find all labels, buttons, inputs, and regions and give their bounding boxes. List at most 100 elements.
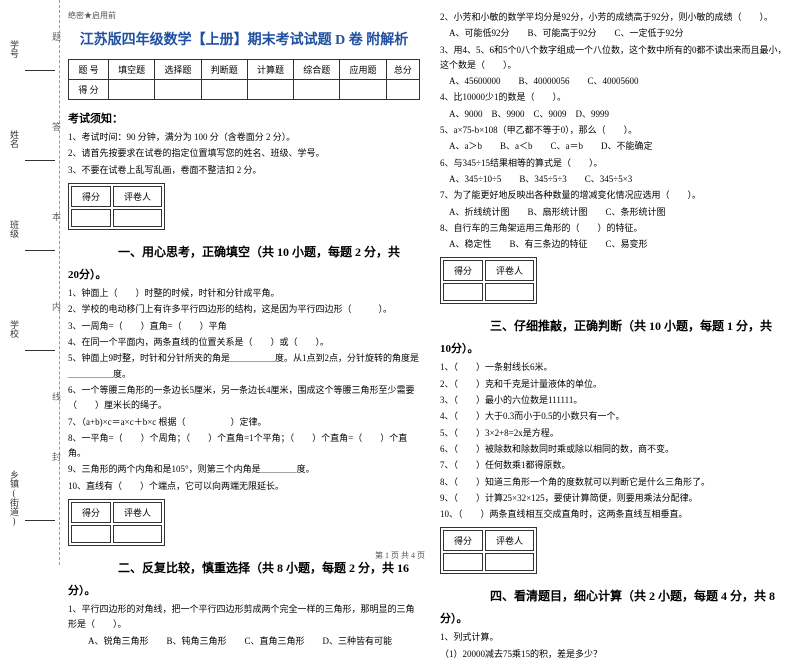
label-name: 姓名 — [8, 130, 21, 148]
q1-2: 2、学校的电动移门上有许多平行四边形的结构，这是因为平行四边形（ ）。 — [68, 302, 420, 317]
notice-2: 2、请首先按要求在试卷的指定位置填写您的姓名、班级、学号。 — [68, 146, 420, 160]
q1-3: 3、一周角=（ ）直角=（ ）平角 — [68, 319, 420, 334]
section-1-title: 一、用心思考，正确填空（共 10 小题，每题 2 分，共 — [68, 243, 420, 260]
q1-6: 6、一个等腰三角形的一条边长5厘米，另一条边长4厘米，围成这个等腰三角形至少需要… — [68, 383, 420, 414]
left-column: 绝密★启用前 江苏版四年级数学【上册】期末考试试题 D 卷 附解析 题 号 填空… — [68, 10, 420, 555]
td-s5[interactable] — [294, 80, 340, 100]
q1-7: 7、（a+b)×c＝a×c＋b×c 根据（ ）定律。 — [68, 415, 420, 430]
r-9: A、345÷10÷5 B、345÷5÷3 C、345÷5×3 — [440, 172, 792, 187]
q1-5: 5、钟面上9时整，时针和分针所夹的角是＿＿＿＿＿度。从1点到2点，分针旋转的角度… — [68, 351, 420, 382]
notice-title: 考试须知： — [68, 110, 420, 126]
sb3-score: 得分 — [443, 260, 483, 281]
line-school — [25, 350, 55, 351]
r-13: A、稳定性 B、有三条边的特征 C、易变形 — [440, 237, 792, 252]
sb2-sv[interactable] — [71, 525, 111, 543]
right-column: 2、小芳和小敏的数学平均分是92分，小芳的成绩高于92分，则小敏的成绩（ ）。 … — [440, 10, 792, 555]
section-3-points: 10分）。 — [440, 340, 792, 356]
r-3: A、45600000 B、40000056 C、40005600 — [440, 74, 792, 89]
q4-1-1: （1）20000减去75乘15的积，差是多少？ — [440, 647, 792, 662]
r-4: 4、比10000少1的数是（ ）。 — [440, 90, 792, 105]
q1-4: 4、在同一个平面内，两条直线的位置关系是（ ）或（ ）。 — [68, 335, 420, 350]
section-3-title: 三、仔细推敲，正确判断（共 10 小题，每题 1 分，共 — [440, 317, 792, 334]
line-town — [25, 520, 55, 521]
r-11: A、折线统计图 B、扇形统计图 C、条形统计图 — [440, 205, 792, 220]
secrecy-tag: 绝密★启用前 — [68, 10, 420, 21]
label-town: 乡镇(街道) — [8, 470, 21, 526]
q3-1: 1、（ ）一条射线长6米。 — [440, 360, 792, 375]
section-4-title: 四、看清题目，细心计算（共 2 小题，每题 4 分，共 8 — [440, 587, 792, 604]
sep-1: 答 — [52, 120, 61, 133]
page-footer: 第 1 页 共 4 页 — [0, 550, 800, 561]
td-s6[interactable] — [340, 80, 386, 100]
sb1-gv[interactable] — [113, 209, 162, 227]
th-choice: 选择题 — [155, 60, 201, 80]
sb3-grader: 评卷人 — [485, 260, 534, 281]
sep-5: 封 — [52, 450, 61, 463]
r-7: A、a＞b B、a＜b C、a＝b D、不能确定 — [440, 139, 792, 154]
sb2-gv[interactable] — [113, 525, 162, 543]
content-area: 绝密★启用前 江苏版四年级数学【上册】期末考试试题 D 卷 附解析 题 号 填空… — [60, 0, 800, 565]
q3-6: 6、（ ）被除数和除数同时乘或除以相同的数，商不变。 — [440, 442, 792, 457]
td-score-label: 得 分 — [69, 80, 109, 100]
th-calc: 计算题 — [247, 60, 293, 80]
sep-3: 内 — [52, 300, 61, 313]
q3-10: 10、（ ）两条直线相互交成直角时，这两条直线互相垂直。 — [440, 507, 792, 522]
r-8: 6、与345÷15结果相等的算式是（ ）。 — [440, 156, 792, 171]
notice-3: 3、不要在试卷上乱写乱画，卷面不整洁扣 2 分。 — [68, 163, 420, 177]
line-student-id — [25, 70, 55, 71]
label-student-id: 学号 — [8, 40, 21, 58]
td-s3[interactable] — [201, 80, 247, 100]
q1-8: 8、一平角=（ ）个周角；（ ）个直角=1个平角；（ ）个直角=（ ）个直角。 — [68, 431, 420, 462]
sb2-score: 得分 — [71, 502, 111, 523]
r-10: 7、为了能更好地反映出各种数量的增减变化情况应选用（ ）。 — [440, 188, 792, 203]
line-class — [25, 250, 55, 251]
score-box-2: 得分评卷人 — [68, 499, 165, 546]
q3-2: 2、（ ）克和千克是计量液体的单位。 — [440, 377, 792, 392]
label-school: 学校 — [8, 320, 21, 338]
th-num: 题 号 — [69, 60, 109, 80]
q1-1: 1、钟面上（ ）时整的时候，时针和分针成平角。 — [68, 286, 420, 301]
th-comp: 综合题 — [294, 60, 340, 80]
sb1-grader: 评卷人 — [113, 186, 162, 207]
sb1-score: 得分 — [71, 186, 111, 207]
td-s1[interactable] — [109, 80, 155, 100]
td-s7[interactable] — [386, 80, 419, 100]
q3-5: 5、（ ）3×2+8=2x是方程。 — [440, 426, 792, 441]
notice-1: 1、考试时间：90 分钟，满分为 100 分（含卷面分 2 分）。 — [68, 130, 420, 144]
q2-1: 1、平行四边形的对角线，把一个平行四边形剪成两个完全一样的三角形，那明显的三角形… — [68, 602, 420, 633]
r-2: 3、用4、5、6和5个0八个数字组成一个八位数，这个数中所有的0都不读出来而且最… — [440, 43, 792, 74]
section-1-points: 20分）。 — [68, 266, 420, 282]
q3-3: 3、（ ）最小的六位数是111111。 — [440, 393, 792, 408]
sb3-gv[interactable] — [485, 283, 534, 301]
exam-page: 学号 姓名 班级 学校 乡镇(街道) 题 答 本 内 线 封 绝密★启用前 江苏… — [0, 0, 800, 565]
q1-10: 10、直线有（ ）个端点，它可以向两端无限延长。 — [68, 479, 420, 494]
sb1-sv[interactable] — [71, 209, 111, 227]
score-box-1: 得分评卷人 — [68, 183, 165, 230]
td-s2[interactable] — [155, 80, 201, 100]
exam-title: 江苏版四年级数学【上册】期末考试试题 D 卷 附解析 — [68, 29, 420, 49]
sep-4: 线 — [52, 390, 61, 403]
q2-1-options: A、锐角三角形 B、钝角三角形 C、直角三角形 D、三种皆有可能 — [68, 634, 420, 647]
sb4-grader: 评卷人 — [485, 530, 534, 551]
th-fill: 填空题 — [109, 60, 155, 80]
r-0: 2、小芳和小敏的数学平均分是92分，小芳的成绩高于92分，则小敏的成绩（ ）。 — [440, 10, 792, 25]
sb2-grader: 评卷人 — [113, 502, 162, 523]
section-3-questions: 1、（ ）一条射线长6米。 2、（ ）克和千克是计量液体的单位。 3、（ ）最小… — [440, 360, 792, 522]
section-2-points: 分）。 — [68, 582, 420, 598]
r-5: A、9000 B、9900 C、9009 D、9999 — [440, 107, 792, 122]
section-4-questions: 1、列式计算。 （1）20000减去75乘15的积，差是多少？ — [440, 630, 792, 662]
q4-1: 1、列式计算。 — [440, 630, 792, 645]
q3-9: 9、（ ）计算25×32×125，要使计算简便，则要用乘法分配律。 — [440, 491, 792, 506]
sep-2: 本 — [52, 210, 61, 223]
q3-8: 8、（ ）知道三角形一个角的度数就可以判断它是什么三角形了。 — [440, 475, 792, 490]
section-2-title: 二、反复比较，慎重选择（共 8 小题，每题 2 分，共 16 — [68, 559, 420, 576]
q3-4: 4、（ ）大于0.3而小于0.5的小数只有一个。 — [440, 409, 792, 424]
q3-7: 7、（ ）任何数乘1都得原数。 — [440, 458, 792, 473]
sb3-sv[interactable] — [443, 283, 483, 301]
sb4-score: 得分 — [443, 530, 483, 551]
th-total: 总分 — [386, 60, 419, 80]
section-1-questions: 1、钟面上（ ）时整的时候，时针和分针成平角。 2、学校的电动移门上有许多平行四… — [68, 286, 420, 494]
section-2-questions: 1、平行四边形的对角线，把一个平行四边形剪成两个完全一样的三角形，那明显的三角形… — [68, 602, 420, 633]
binding-margin: 学号 姓名 班级 学校 乡镇(街道) 题 答 本 内 线 封 — [0, 0, 60, 565]
td-s4[interactable] — [247, 80, 293, 100]
